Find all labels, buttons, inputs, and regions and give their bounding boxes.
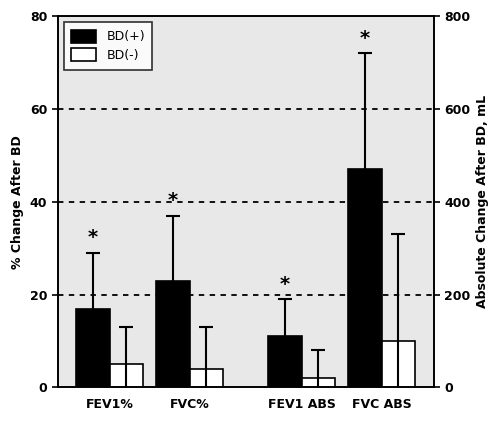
Bar [156, 281, 190, 387]
Legend: BD(+), BD(-): BD(+), BD(-) [64, 22, 152, 70]
Bar [76, 308, 110, 387]
Text: *: * [168, 191, 178, 210]
Bar [268, 336, 302, 387]
Text: *: * [360, 29, 370, 48]
Bar [110, 364, 143, 387]
Bar [348, 169, 382, 387]
Bar [190, 369, 223, 387]
Bar [382, 341, 416, 387]
Text: *: * [88, 228, 98, 247]
Y-axis label: Absolute Change After BD, mL: Absolute Change After BD, mL [476, 95, 489, 308]
Y-axis label: % Change After BD: % Change After BD [11, 135, 24, 269]
Text: *: * [280, 275, 290, 294]
Bar [302, 378, 335, 387]
